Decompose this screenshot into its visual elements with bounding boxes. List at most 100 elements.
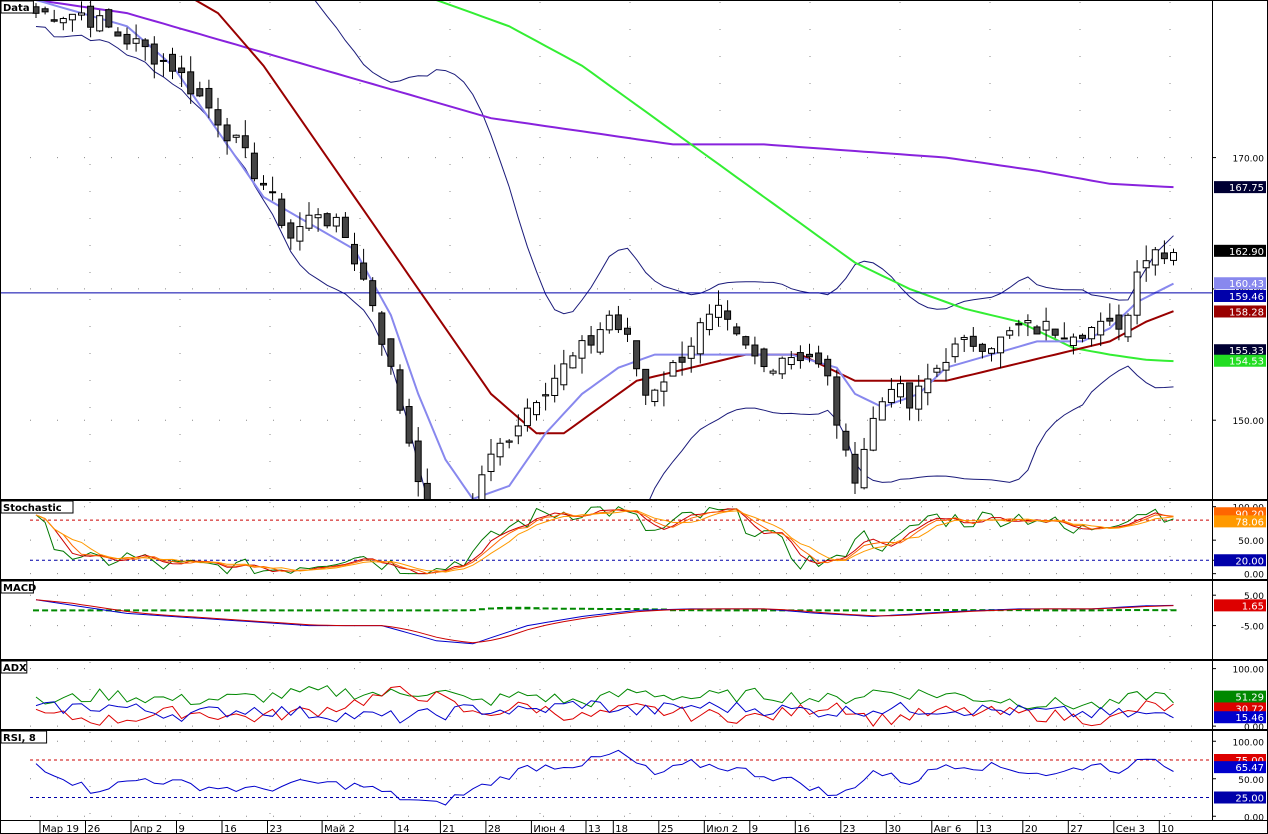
candle[interactable] (614, 305, 622, 333)
candle[interactable] (396, 364, 404, 414)
candle[interactable] (915, 375, 923, 422)
candle[interactable] (1151, 246, 1159, 276)
candle[interactable] (687, 337, 695, 373)
candle[interactable] (351, 232, 358, 272)
candle[interactable] (332, 213, 340, 233)
candle[interactable] (323, 212, 331, 229)
candle[interactable] (633, 340, 641, 377)
candle[interactable] (461, 546, 467, 596)
candle[interactable] (569, 352, 577, 369)
candle[interactable] (787, 351, 795, 370)
candle[interactable] (96, 10, 104, 33)
rsi-panel[interactable] (30, 749, 1212, 806)
candle[interactable] (988, 347, 995, 362)
value-tag[interactable]: 155.33 (1214, 344, 1266, 357)
candle[interactable] (369, 277, 377, 312)
candle[interactable] (387, 338, 395, 375)
candle[interactable] (824, 355, 832, 386)
candle[interactable] (470, 493, 476, 557)
candle[interactable] (360, 248, 368, 281)
candle[interactable] (405, 398, 413, 447)
candle[interactable] (815, 345, 823, 368)
candle[interactable] (887, 378, 895, 408)
candle[interactable] (1088, 326, 1096, 347)
candle[interactable] (141, 38, 149, 61)
candle[interactable] (960, 334, 968, 352)
candle[interactable] (578, 335, 586, 374)
candle[interactable] (305, 202, 313, 232)
candle[interactable] (150, 36, 158, 79)
candle[interactable] (551, 364, 559, 403)
candle[interactable] (514, 414, 522, 445)
candle[interactable] (715, 290, 722, 327)
candle[interactable] (68, 13, 76, 32)
candle[interactable] (733, 323, 741, 336)
value-tag[interactable]: 78.06 (1214, 515, 1266, 528)
candle[interactable] (269, 176, 277, 201)
candle[interactable] (1160, 240, 1168, 265)
value-tag[interactable]: 25.00 (1214, 791, 1266, 805)
candle[interactable] (205, 79, 213, 119)
candle[interactable] (296, 212, 304, 251)
candle[interactable] (278, 192, 286, 229)
candle[interactable] (87, 0, 95, 38)
candle[interactable] (560, 349, 568, 391)
candle[interactable] (1097, 312, 1105, 347)
candle[interactable] (924, 363, 932, 406)
candle[interactable] (123, 27, 131, 50)
candle[interactable] (851, 442, 859, 495)
candle[interactable] (1006, 326, 1014, 339)
candle[interactable] (505, 439, 513, 449)
candle[interactable] (642, 368, 650, 405)
candle[interactable] (187, 56, 195, 104)
candle[interactable] (423, 468, 431, 516)
candle[interactable] (487, 439, 495, 482)
candle[interactable] (378, 310, 386, 356)
candle[interactable] (105, 8, 113, 29)
candle[interactable] (624, 317, 631, 343)
candle[interactable] (796, 345, 804, 369)
value-tag[interactable]: 51.29 (1214, 690, 1266, 704)
stochastic-panel[interactable] (30, 506, 1212, 575)
candle[interactable] (696, 317, 704, 364)
candle[interactable] (241, 120, 249, 159)
candle[interactable] (1124, 313, 1132, 342)
candle[interactable] (751, 336, 759, 365)
macd-panel[interactable] (33, 599, 1177, 645)
candle[interactable] (705, 304, 713, 336)
candle[interactable] (533, 400, 540, 421)
candle[interactable] (1170, 248, 1177, 266)
candle[interactable] (159, 53, 167, 77)
candle[interactable] (1069, 333, 1077, 355)
candle[interactable] (1115, 304, 1123, 341)
candle[interactable] (1106, 303, 1114, 326)
value-tag[interactable]: 65.47 (1214, 761, 1266, 774)
candle[interactable] (1079, 333, 1086, 343)
value-tag[interactable]: 154.53 (1214, 354, 1266, 368)
candle[interactable] (1060, 322, 1068, 340)
value-tag[interactable]: 1.65 (1214, 599, 1266, 612)
candle[interactable] (59, 16, 67, 31)
candle[interactable] (942, 348, 950, 382)
candle[interactable] (341, 212, 349, 239)
candle[interactable] (196, 81, 204, 98)
candle[interactable] (223, 117, 231, 155)
candle[interactable] (651, 388, 659, 407)
value-tag[interactable]: 160.43 (1214, 277, 1266, 290)
candle[interactable] (478, 465, 486, 512)
candle[interactable] (250, 142, 258, 182)
candle[interactable] (833, 369, 841, 439)
candle[interactable] (660, 371, 668, 407)
candle[interactable] (287, 219, 295, 250)
candle[interactable] (1142, 245, 1150, 282)
candle[interactable] (906, 382, 914, 421)
candle[interactable] (1042, 307, 1050, 341)
candle[interactable] (314, 208, 322, 232)
candle[interactable] (1051, 328, 1059, 339)
value-tag[interactable]: 20.00 (1214, 554, 1266, 567)
candle[interactable] (1015, 319, 1023, 337)
candle[interactable] (678, 341, 686, 376)
candle[interactable] (760, 347, 768, 373)
candle[interactable] (433, 503, 439, 560)
candle[interactable] (969, 327, 977, 352)
